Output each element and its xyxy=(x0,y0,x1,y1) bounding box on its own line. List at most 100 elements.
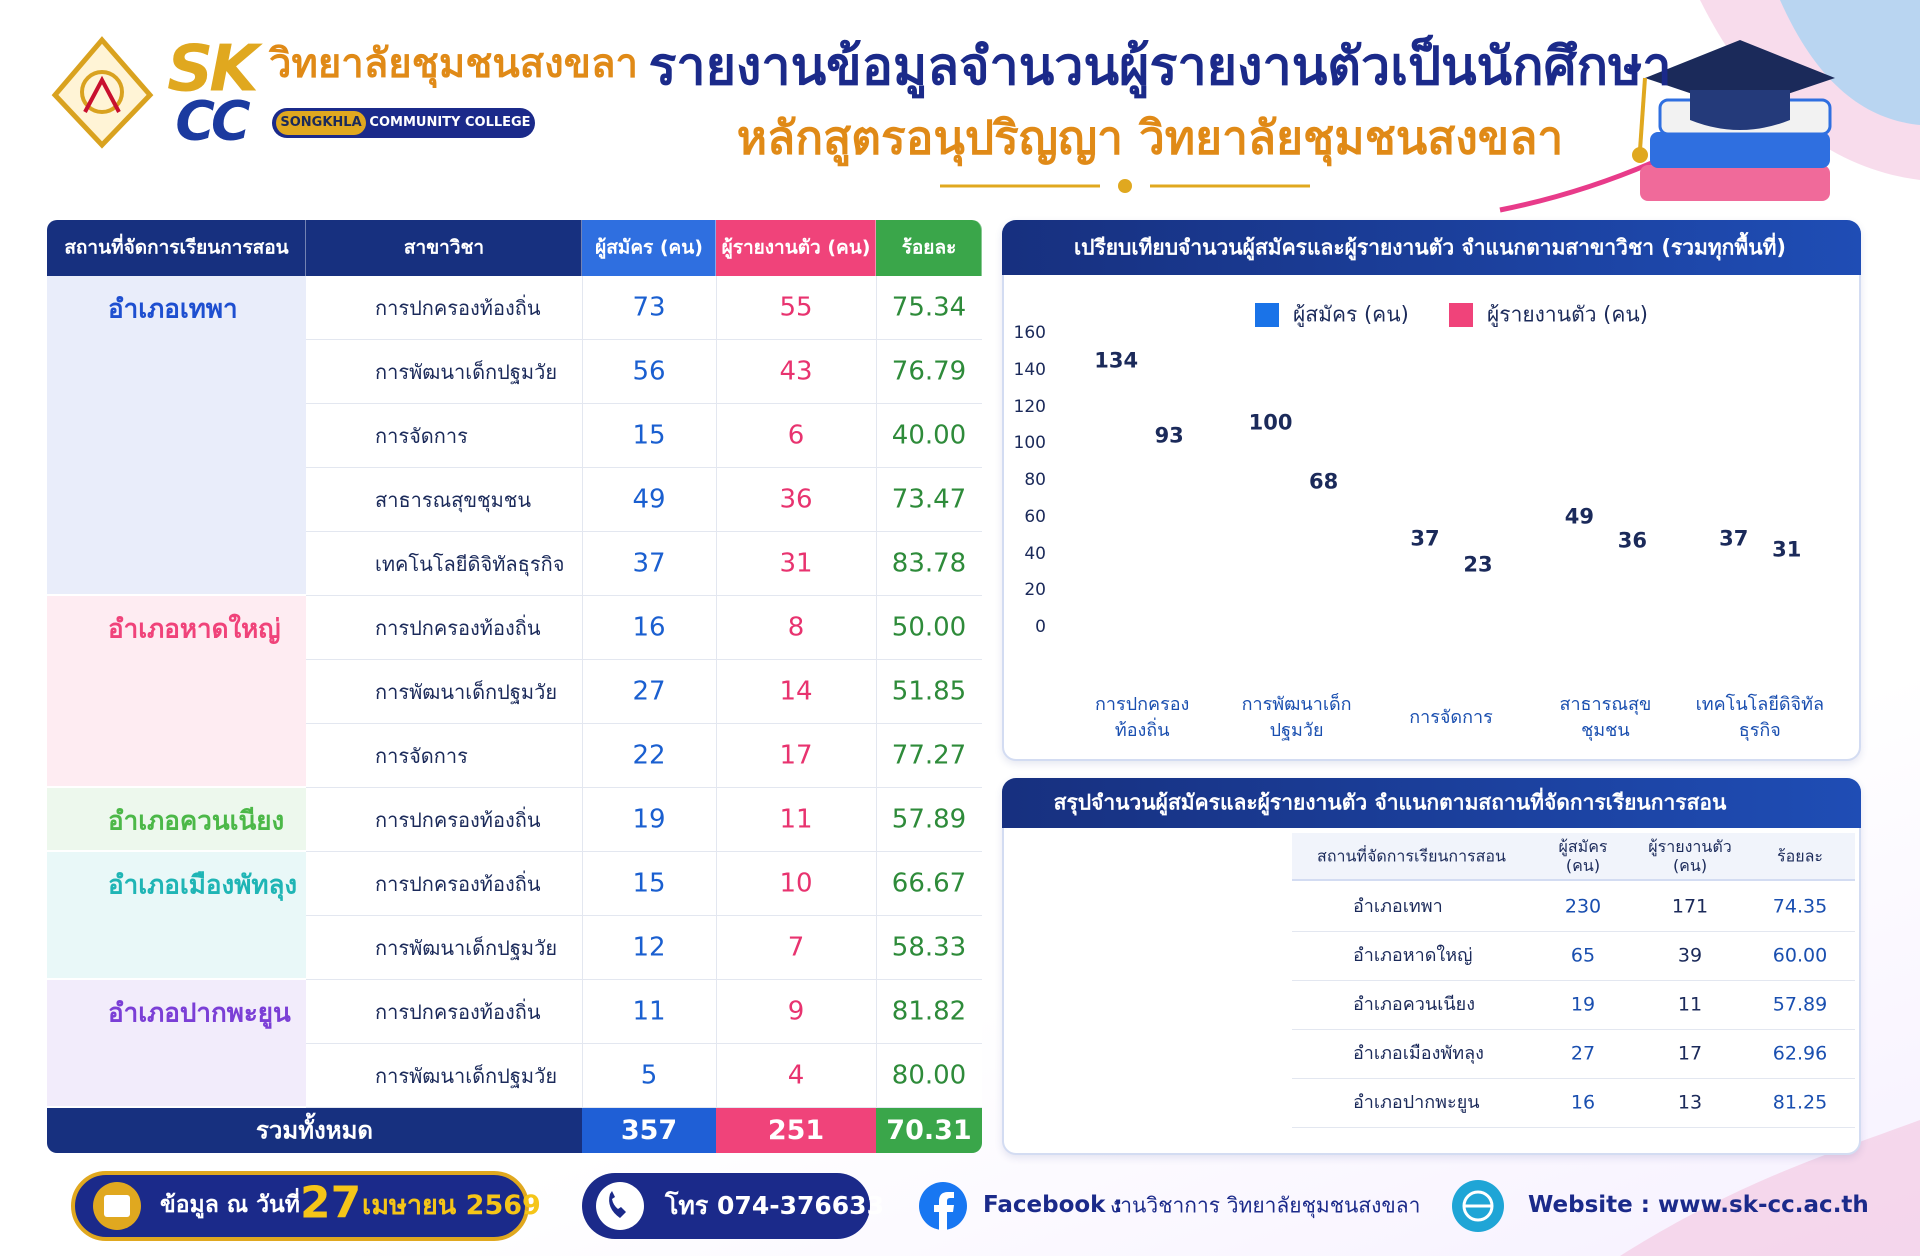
y-tick-label: 0 xyxy=(1035,616,1046,637)
district-name: อำเภอควนเนียง xyxy=(108,806,285,837)
percent: 58.33 xyxy=(891,932,967,963)
pie-value-label: 7.8% xyxy=(1015,960,1074,985)
x-tick-label: เทคโนโลยีดิจิทัล ธุรกิจ xyxy=(1695,694,1825,741)
reported: 14 xyxy=(779,676,813,707)
table-row xyxy=(306,276,982,340)
cell-divider xyxy=(582,724,583,788)
chart-title: เปรียบเทียบจำนวนผู้สมัครและผู้รายงานตัว … xyxy=(1073,235,1787,260)
summary-row-line xyxy=(1292,1028,1855,1030)
cell-divider xyxy=(876,276,877,340)
cell-divider xyxy=(876,340,877,404)
total-cell xyxy=(876,1108,982,1153)
program: การพัฒนาเด็กปฐมวัย xyxy=(375,680,558,704)
total-percent: 70.31 xyxy=(886,1114,972,1146)
cell-divider xyxy=(716,340,717,404)
table-header: สาขาวิชา xyxy=(403,236,485,259)
percent: 50.00 xyxy=(891,612,967,643)
legend-swatch xyxy=(1255,303,1279,327)
summary-percent: 81.25 xyxy=(1772,1091,1828,1114)
applicants: 16 xyxy=(632,612,666,643)
program: การจัดการ xyxy=(375,424,468,448)
reported: 43 xyxy=(779,356,813,387)
bar-value-label: 68 xyxy=(1308,469,1339,494)
bar-panel xyxy=(1002,220,1861,761)
summary-percent: 60.00 xyxy=(1772,944,1828,967)
summary-district: อำเภอเทพา xyxy=(1353,896,1443,918)
table-row xyxy=(306,404,982,468)
bar-value-label: 23 xyxy=(1463,552,1493,577)
college-name: วิทยาลัยชุมชนสงขลา xyxy=(269,41,638,87)
cell-divider xyxy=(716,724,717,788)
reported: 36 xyxy=(779,484,813,515)
program: การจัดการ xyxy=(375,744,468,768)
date-day: 27 xyxy=(300,1177,362,1229)
y-tick-label: 100 xyxy=(1013,433,1046,454)
cell-divider xyxy=(582,660,583,724)
phone-icon xyxy=(596,1182,644,1230)
district-cell xyxy=(47,852,306,980)
cell-divider xyxy=(876,980,877,1044)
cell-divider xyxy=(876,532,877,596)
applicants: 12 xyxy=(632,932,666,963)
table-row xyxy=(306,660,982,724)
cell-divider xyxy=(716,852,717,916)
table-header-cell xyxy=(47,220,306,276)
summary-applicants: 16 xyxy=(1570,1091,1596,1114)
total-label: รวมทั้งหมด xyxy=(256,1116,373,1145)
applicants: 11 xyxy=(632,996,666,1027)
cell-divider xyxy=(582,788,583,852)
y-tick-label: 60 xyxy=(1024,506,1046,527)
pie-value-label: 30.3% xyxy=(1060,1055,1134,1080)
chart-title: สรุปจำนวนผู้สมัครและผู้รายงานตัว จำแนกตา… xyxy=(1053,790,1727,815)
applicants: 27 xyxy=(632,676,666,707)
table-row xyxy=(306,916,982,980)
reported: 17 xyxy=(779,740,813,771)
bar-value-label: 31 xyxy=(1772,537,1802,562)
logo-top: SK xyxy=(167,32,259,107)
table-row xyxy=(306,596,982,660)
pie-value-label: 7.0% xyxy=(1090,874,1149,899)
summary-reported: 17 xyxy=(1677,1042,1703,1065)
cell-divider xyxy=(876,788,877,852)
reported: 10 xyxy=(779,868,813,899)
summary-district: อำเภอเมืองพัทลุง xyxy=(1353,1043,1484,1065)
cell-divider xyxy=(716,916,717,980)
y-tick-label: 80 xyxy=(1024,469,1046,490)
bar-value-label: 49 xyxy=(1564,504,1595,529)
percent: 83.78 xyxy=(891,548,967,579)
y-tick-label: 40 xyxy=(1024,543,1046,564)
table-row xyxy=(306,788,982,852)
panel-header xyxy=(1002,778,1861,828)
legend-swatch xyxy=(1449,303,1473,327)
applicants: 22 xyxy=(632,740,666,771)
summary-col: ผู้รายงานตัว (คน) xyxy=(1648,837,1732,875)
phone-icon xyxy=(609,1191,626,1218)
cell-divider xyxy=(716,1044,717,1108)
bar-value-label: 37 xyxy=(1410,526,1440,551)
program: การพัฒนาเด็กปฐมวัย xyxy=(375,936,558,960)
applicants: 49 xyxy=(632,484,666,515)
banner-left: SONGKHLA xyxy=(280,115,362,131)
reported: 8 xyxy=(787,612,805,643)
summary-row-line xyxy=(1292,930,1855,932)
phone-pill xyxy=(582,1173,870,1239)
percent: 51.85 xyxy=(891,676,967,707)
cell-divider xyxy=(716,532,717,596)
cell-divider xyxy=(876,468,877,532)
program: การพัฒนาเด็กปฐมวัย xyxy=(375,1064,558,1088)
phone: โทร 074-376633 xyxy=(665,1191,884,1220)
table-row xyxy=(306,852,982,916)
graduation-decor xyxy=(1632,40,1835,201)
y-tick-label: 140 xyxy=(1013,359,1046,380)
program: เทคโนโลยีดิจิทัลธุรกิจ xyxy=(375,552,565,576)
logo-bottom: CC xyxy=(175,89,250,153)
table-header: ร้อยละ xyxy=(901,236,957,259)
legend-label: ผู้สมัคร (คน) xyxy=(1293,302,1409,327)
total-cell xyxy=(716,1108,876,1153)
summary-applicants: 27 xyxy=(1570,1042,1596,1065)
program: การปกครองท้องถิ่น xyxy=(375,296,541,320)
percent: 57.89 xyxy=(891,804,967,835)
title: รายงานข้อมูลจำนวนผู้รายงานตัวเป็นนักศึกษ… xyxy=(648,36,1672,97)
summary-applicants: 65 xyxy=(1570,944,1596,967)
percent: 75.34 xyxy=(891,292,967,323)
